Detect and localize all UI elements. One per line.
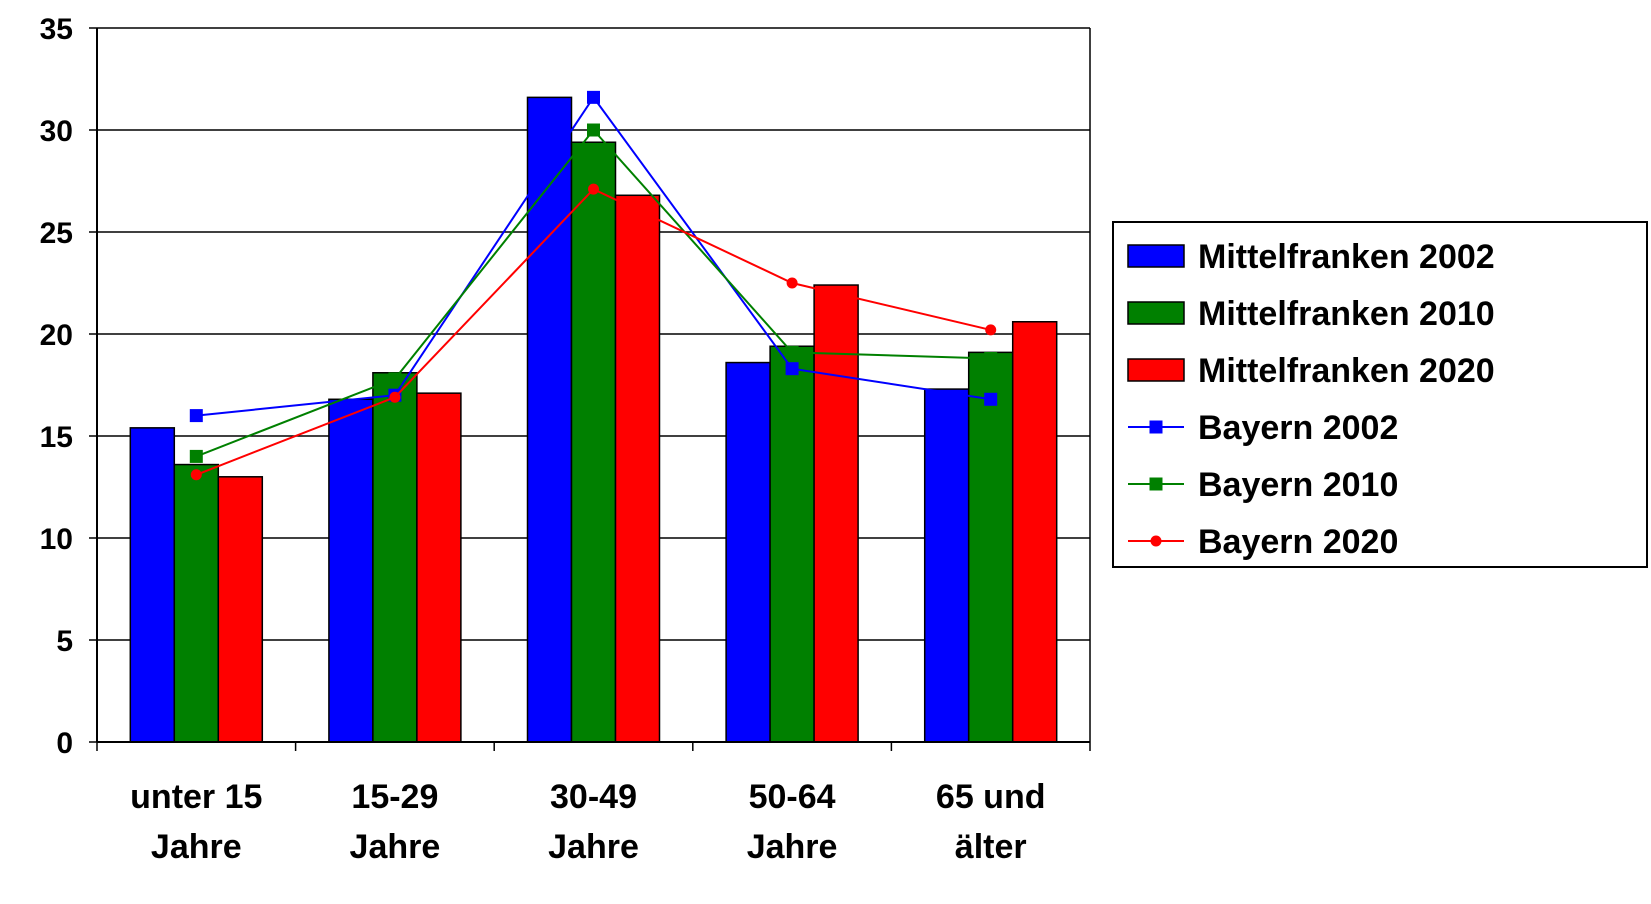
legend-label: Mittelfranken 2010 (1198, 295, 1495, 333)
line-series-group (189, 90, 998, 481)
point-bayern-2020-3 (786, 277, 798, 289)
legend-swatch (1127, 358, 1185, 382)
legend-label: Bayern 2002 (1198, 409, 1398, 447)
legend-label: Mittelfranken 2002 (1198, 238, 1495, 276)
x-category-label: Jahre (747, 828, 838, 866)
bar-mittelfranken-2020-1 (416, 392, 462, 743)
legend-box (1112, 221, 1648, 568)
bar-mittelfranken-2010-2 (570, 141, 617, 743)
legend-label: Mittelfranken 2020 (1198, 352, 1495, 390)
bar-mittelfranken-2002-4 (923, 388, 970, 743)
y-tick-label: 25 (40, 217, 73, 250)
y-tick-label: 0 (56, 727, 73, 760)
bar-mittelfranken-2002-1 (328, 398, 374, 743)
point-bayern-2010-2 (587, 123, 600, 137)
bar-mittelfranken-2002-2 (526, 96, 573, 743)
point-bayern-2020-1 (389, 391, 401, 403)
point-bayern-2002-2 (587, 90, 600, 104)
bar-mittelfranken-2010-0 (173, 463, 220, 743)
y-tick-label: 10 (40, 523, 73, 556)
bar-mittelfranken-2020-2 (614, 194, 661, 743)
point-bayern-2010-3 (785, 345, 799, 359)
x-category-label: 15-29 (351, 778, 438, 816)
legend-marker (1150, 535, 1162, 547)
bar-mittelfranken-2010-3 (769, 345, 815, 743)
y-tick-label: 15 (40, 421, 73, 454)
legend-swatch (1127, 244, 1185, 268)
point-bayern-2020-0 (190, 469, 202, 481)
x-category-label: 50-64 (749, 778, 836, 816)
bar-mittelfranken-2010-1 (372, 372, 418, 743)
point-bayern-2002-4 (984, 392, 998, 406)
point-bayern-2002-3 (785, 362, 799, 376)
y-tick-label: 30 (40, 115, 73, 148)
x-category-label: 30-49 (550, 778, 637, 816)
x-category-label: Jahre (548, 828, 639, 866)
legend-marker (1149, 420, 1163, 434)
bar-mittelfranken-2020-4 (1011, 321, 1058, 743)
x-category-label: älter (955, 828, 1027, 866)
bar-mittelfranken-2010-4 (967, 351, 1014, 743)
legend-marker (1149, 477, 1163, 491)
y-tick-label: 20 (40, 319, 73, 352)
axes: 0 5 10 15 20 25 30 35 unter 15 Jahre 15-29 Jahre 30-… (40, 13, 1091, 866)
point-bayern-2020-2 (588, 183, 599, 195)
x-category-label: Jahre (350, 828, 441, 866)
point-bayern-2010-1 (388, 372, 402, 386)
point-bayern-2010-4 (984, 351, 998, 365)
legend-label: Bayern 2020 (1198, 523, 1398, 561)
point-bayern-2010-0 (189, 449, 203, 463)
bar-mittelfranken-2002-3 (725, 361, 771, 743)
legend: Mittelfranken 2002 Mittelfranken 2010 Mitt… (1112, 221, 1648, 568)
x-category-label: 65 und (936, 778, 1046, 816)
y-tick-label: 35 (40, 13, 73, 46)
legend-label: Bayern 2010 (1198, 466, 1398, 504)
bar-mittelfranken-2020-3 (813, 284, 859, 743)
bar-mittelfranken-2020-0 (217, 476, 264, 743)
bar-mittelfranken-2002-0 (129, 427, 176, 743)
point-bayern-2020-4 (985, 324, 997, 336)
point-bayern-2002-0 (189, 409, 203, 423)
legend-swatch (1127, 301, 1185, 325)
bar-series-group (129, 96, 1058, 743)
x-category-label: Jahre (151, 828, 242, 866)
x-category-label: unter 15 (130, 778, 262, 816)
y-tick-label: 5 (56, 625, 73, 658)
